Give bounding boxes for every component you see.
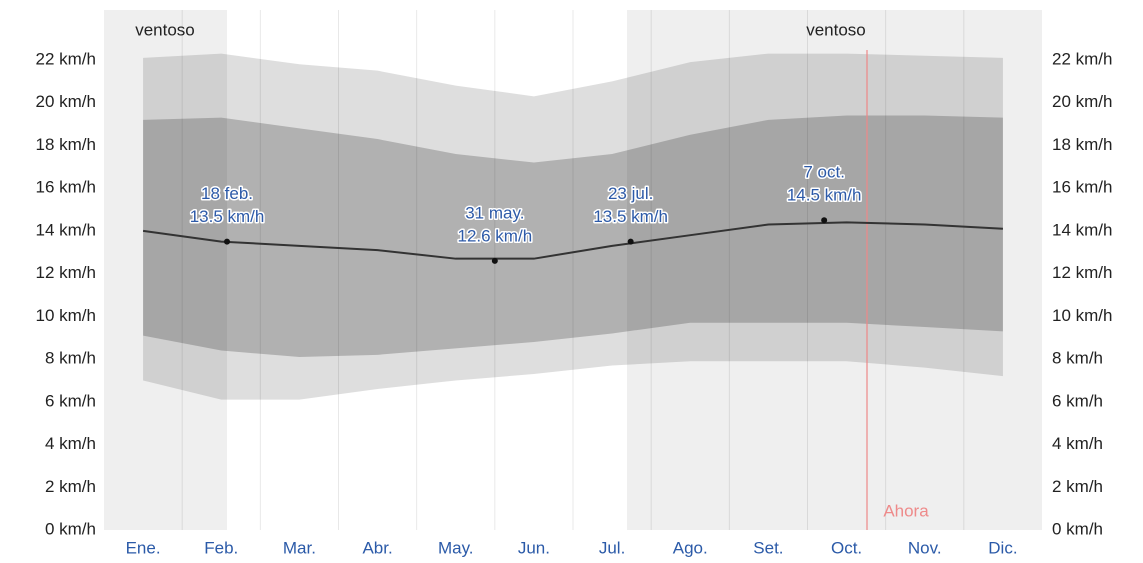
y-tick-label: 2 km/h — [45, 477, 96, 496]
x-tick-label: Mar. — [283, 538, 316, 557]
annotation-value: 13.5 km/h — [593, 207, 668, 226]
x-tick-label: Ene. — [126, 538, 161, 557]
y-tick-label: 22 km/h — [1052, 49, 1112, 68]
y-tick-label: 20 km/h — [36, 92, 96, 111]
annotation-point — [491, 257, 498, 264]
y-tick-label: 8 km/h — [45, 349, 96, 368]
x-tick-label: Dic. — [988, 538, 1017, 557]
region-label: ventoso — [135, 20, 195, 39]
x-tick-label: Abr. — [362, 538, 392, 557]
annotation-date: 31 may. — [465, 203, 524, 222]
x-tick-label: Oct. — [831, 538, 862, 557]
y-tick-label: 16 km/h — [1052, 178, 1112, 197]
y-tick-label: 14 km/h — [1052, 220, 1112, 239]
windy-region — [104, 10, 227, 530]
y-tick-label: 14 km/h — [36, 220, 96, 239]
x-tick-label: Jun. — [518, 538, 550, 557]
now-label: Ahora — [883, 501, 929, 520]
y-tick-label: 8 km/h — [1052, 349, 1103, 368]
x-tick-label: Set. — [753, 538, 783, 557]
y-tick-label: 12 km/h — [1052, 263, 1112, 282]
y-tick-label: 2 km/h — [1052, 477, 1103, 496]
region-label: ventoso — [806, 20, 866, 39]
y-tick-label: 4 km/h — [45, 434, 96, 453]
line — [142, 221, 1003, 260]
x-tick-label: Nov. — [908, 538, 942, 557]
y-tick-label: 10 km/h — [36, 306, 96, 325]
x-tick-label: May. — [438, 538, 474, 557]
y-tick-label: 10 km/h — [1052, 306, 1112, 325]
annotation-date: 7 oct. — [803, 163, 845, 182]
y-tick-label: 4 km/h — [1052, 434, 1103, 453]
annotation-value: 14.5 km/h — [787, 186, 862, 205]
annotation-value: 12.6 km/h — [458, 226, 533, 245]
windy-region — [627, 10, 1042, 530]
annotation-date: 23 jul. — [608, 184, 653, 203]
annotation-point — [627, 238, 634, 245]
annotation-date: 18 feb. — [201, 184, 253, 203]
x-tick-label: Ago. — [673, 538, 708, 557]
y-tick-label: 16 km/h — [36, 178, 96, 197]
y-tick-label: 0 km/h — [1052, 519, 1103, 538]
y-tick-label: 18 km/h — [1052, 135, 1112, 154]
band — [143, 115, 1003, 357]
annotation-point — [821, 217, 828, 224]
x-tick-label: Jul. — [599, 538, 625, 557]
band — [143, 53, 1003, 400]
y-tick-label: 22 km/h — [36, 49, 96, 68]
y-tick-label: 0 km/h — [45, 519, 96, 538]
y-tick-label: 12 km/h — [36, 263, 96, 282]
x-tick-label: Feb. — [204, 538, 238, 557]
annotation-point — [224, 238, 231, 245]
y-tick-label: 18 km/h — [36, 135, 96, 154]
y-tick-label: 20 km/h — [1052, 92, 1112, 111]
y-tick-label: 6 km/h — [1052, 391, 1103, 410]
annotation-value: 13.5 km/h — [190, 207, 265, 226]
y-tick-label: 6 km/h — [45, 391, 96, 410]
